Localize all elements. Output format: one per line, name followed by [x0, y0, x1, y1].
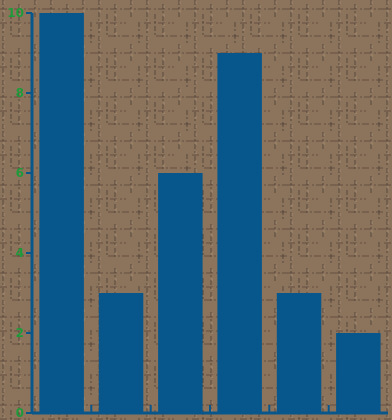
y-tick-label-6: 6 — [16, 166, 24, 180]
axes-group — [30, 13, 388, 415]
y-ticks-group: 0 2 4 6 8 10 — [7, 6, 32, 420]
bar-3 — [158, 173, 203, 413]
bar-5 — [276, 293, 322, 413]
bar-4 — [217, 53, 262, 413]
y-tick-label-10: 10 — [7, 6, 24, 20]
bar-2 — [98, 293, 144, 413]
y-tick-label-4: 4 — [16, 246, 24, 260]
y-tick-label-8: 8 — [16, 86, 24, 100]
bars-group — [31, 13, 381, 413]
y-tick-label-0: 0 — [16, 406, 24, 420]
bar-1 — [39, 13, 84, 413]
y-tick-label-2: 2 — [16, 326, 24, 340]
bar-6 — [336, 333, 381, 413]
